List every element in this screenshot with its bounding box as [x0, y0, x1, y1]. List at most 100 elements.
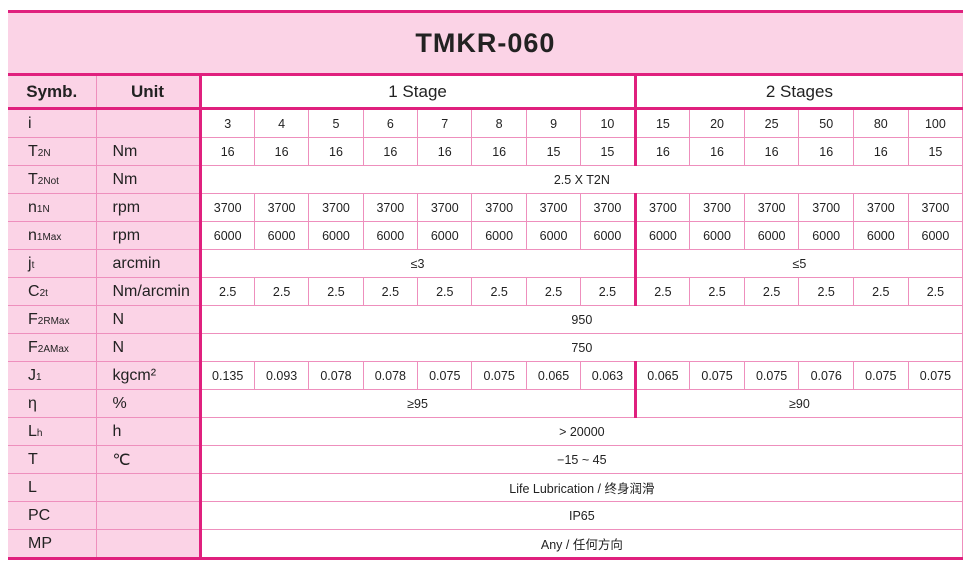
value-cell: 100: [907, 108, 964, 138]
full-value-cell: IP65: [199, 501, 964, 530]
symbol-base: η: [28, 394, 37, 412]
value-cell: 6000: [417, 221, 473, 250]
unit-cell: %: [95, 389, 202, 418]
symbol-base: T: [28, 450, 38, 468]
value-cell: 20: [689, 108, 745, 138]
table-row: MP Any / 任何方向: [8, 529, 964, 560]
value-cell: 15: [633, 108, 691, 138]
stage1-header: 1 Stage: [199, 74, 636, 110]
value-cell: 16: [689, 137, 745, 166]
symbol-subscript: h: [36, 427, 43, 439]
symbol-cell: jt: [8, 249, 97, 278]
stage1-value-cell: ≤3: [199, 249, 636, 278]
value-cell: 6000: [689, 221, 745, 250]
value-cell: 16: [199, 137, 255, 166]
symbol-base: i: [28, 114, 32, 132]
value-cell: 3: [199, 108, 255, 138]
symbol-subscript: 2t: [39, 287, 48, 299]
symbol-subscript: 1: [36, 371, 42, 383]
symbol-base: J: [28, 366, 36, 384]
value-cell: 2.5: [362, 277, 419, 306]
value-cell: 16: [308, 137, 364, 166]
symbol-cell: Lh: [8, 417, 97, 446]
value-cell: 2.5: [633, 277, 691, 306]
full-value-cell: Any / 任何方向: [199, 529, 964, 560]
symbol-cell: F2RMax: [8, 305, 97, 334]
value-cell: 6000: [362, 221, 419, 250]
table-row: i 3 4 5 6 7 8 9 10 15 20 25 50 80 100: [8, 108, 964, 138]
full-value-cell: 2.5 X T2N: [199, 165, 964, 194]
symbol-subscript: 2AMax: [37, 343, 69, 355]
value-cell: 2.5: [253, 277, 310, 306]
table-row: jt arcmin ≤3 ≤5: [8, 249, 964, 278]
value-cell: 3700: [199, 193, 255, 222]
symbol-cell: F2AMax: [8, 333, 97, 362]
full-value-cell: > 20000: [199, 417, 964, 446]
table-row: C2t Nm/arcmin 2.5 2.5 2.5 2.5 2.5 2.5 2.5 2.5 2.5 2…: [8, 277, 964, 306]
value-cell: 0.093: [253, 361, 310, 390]
value-cell: 15: [525, 137, 582, 166]
symbol-cell: PC: [8, 501, 97, 530]
unit-cell: arcmin: [95, 249, 202, 278]
table-row: n1Max rpm 6000 6000 6000 6000 6000 6000 6000 6000…: [8, 221, 964, 250]
value-cell: 4: [253, 108, 310, 138]
value-cell: 16: [253, 137, 310, 166]
symbol-base: L: [28, 478, 37, 496]
title-row: TMKR-060: [8, 10, 963, 76]
symbol-cell: n1Max: [8, 221, 97, 250]
table-row: T ℃ −15 ~ 45: [8, 445, 964, 474]
value-cell: 15: [907, 137, 964, 166]
table-row: n1N rpm 3700 3700 3700 3700 3700 3700 3700 3700 37…: [8, 193, 964, 222]
value-cell: 0.065: [525, 361, 582, 390]
symbol-base: L: [28, 422, 37, 440]
value-cell: 3700: [471, 193, 527, 222]
value-cell: 2.5: [417, 277, 473, 306]
symbol-base: T: [28, 170, 38, 188]
value-cell: 2.5: [199, 277, 255, 306]
value-cell: 6000: [580, 221, 636, 250]
unit-cell: rpm: [95, 193, 202, 222]
value-cell: 6: [362, 108, 419, 138]
value-cell: 6000: [633, 221, 691, 250]
value-cell: 0.065: [633, 361, 691, 390]
unit-cell: [95, 501, 202, 530]
symbol-cell: L: [8, 473, 97, 502]
value-cell: 50: [798, 108, 854, 138]
symbol-base: T: [28, 142, 38, 160]
value-cell: 0.135: [199, 361, 255, 390]
value-cell: 2.5: [580, 277, 636, 306]
value-cell: 6000: [853, 221, 909, 250]
value-cell: 2.5: [907, 277, 964, 306]
table-row: J1 kgcm² 0.135 0.093 0.078 0.078 0.075 0.075 0.0…: [8, 361, 964, 390]
symbol-base: C: [28, 282, 40, 300]
table-row: T2Not Nm 2.5 X T2N: [8, 165, 964, 194]
value-cell: 3700: [253, 193, 310, 222]
stage2-header: 2 Stages: [633, 74, 964, 110]
unit-header: Unit: [95, 74, 202, 110]
value-cell: 2.5: [525, 277, 582, 306]
unit-cell: kgcm²: [95, 361, 202, 390]
value-cell: 6000: [907, 221, 964, 250]
header-row: Symb. Unit 1 Stage 2 Stages: [8, 74, 964, 110]
table-row: η% ≥95 ≥90: [8, 389, 964, 418]
unit-cell: N: [95, 305, 202, 334]
value-cell: 0.075: [743, 361, 800, 390]
value-cell: 16: [853, 137, 909, 166]
value-cell: 0.075: [471, 361, 527, 390]
symbol-base: F: [28, 338, 38, 356]
value-cell: 2.5: [743, 277, 800, 306]
value-cell: 3700: [798, 193, 854, 222]
symbol-cell: i: [8, 108, 97, 138]
value-cell: 25: [743, 108, 800, 138]
symbol-base: PC: [28, 506, 51, 524]
unit-cell: Nm/arcmin: [95, 277, 202, 306]
value-cell: 0.063: [580, 361, 636, 390]
value-cell: 3700: [743, 193, 800, 222]
value-cell: 3700: [907, 193, 964, 222]
value-cell: 16: [743, 137, 800, 166]
value-cell: 2.5: [471, 277, 527, 306]
symbol-subscript: 2Not: [37, 175, 59, 187]
symbol-cell: T2Not: [8, 165, 97, 194]
table-row: F2RMax N 950: [8, 305, 964, 334]
